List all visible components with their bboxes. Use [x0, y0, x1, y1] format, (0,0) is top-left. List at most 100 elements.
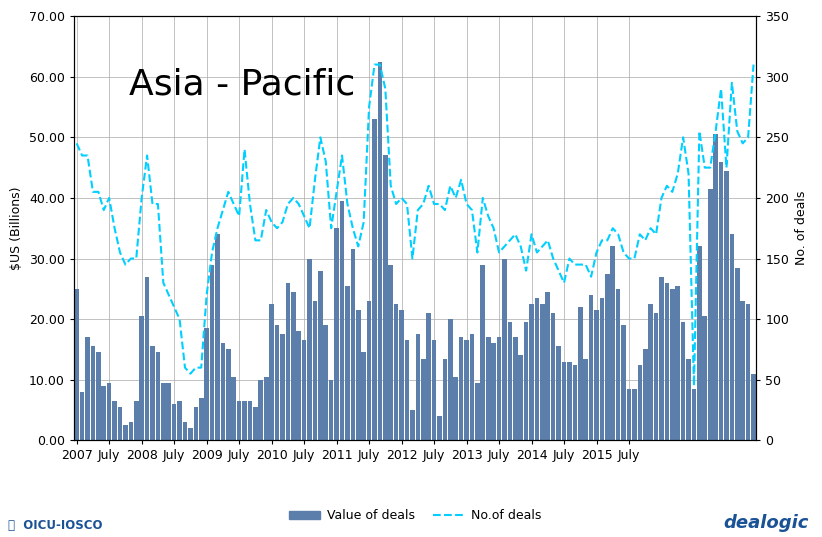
- Y-axis label: No. of deals: No. of deals: [795, 191, 808, 265]
- Bar: [448, 319, 453, 440]
- Bar: [469, 334, 474, 440]
- Bar: [312, 301, 317, 440]
- Bar: [437, 416, 441, 440]
- Bar: [703, 316, 707, 440]
- Bar: [519, 355, 523, 440]
- Bar: [140, 316, 144, 440]
- Bar: [621, 325, 626, 440]
- Bar: [350, 249, 355, 440]
- Bar: [199, 398, 204, 440]
- Bar: [681, 322, 686, 440]
- Bar: [626, 389, 631, 440]
- Bar: [459, 337, 464, 440]
- Bar: [172, 404, 177, 440]
- Bar: [492, 343, 496, 440]
- Bar: [155, 352, 160, 440]
- Bar: [427, 313, 431, 440]
- Bar: [724, 171, 729, 440]
- Bar: [242, 401, 247, 440]
- Bar: [632, 389, 637, 440]
- Bar: [611, 246, 615, 440]
- Bar: [210, 265, 215, 440]
- Bar: [746, 304, 750, 440]
- Bar: [686, 359, 690, 440]
- Bar: [730, 234, 734, 440]
- Bar: [80, 392, 85, 440]
- Bar: [193, 407, 198, 440]
- Bar: [383, 156, 388, 440]
- Y-axis label: $US (Billions): $US (Billions): [11, 186, 23, 270]
- Bar: [90, 346, 95, 440]
- Bar: [134, 401, 139, 440]
- Bar: [415, 334, 420, 440]
- Bar: [356, 310, 361, 440]
- Bar: [145, 277, 150, 440]
- Bar: [718, 162, 723, 440]
- Bar: [247, 401, 252, 440]
- Bar: [464, 340, 469, 440]
- Bar: [697, 246, 702, 440]
- Bar: [205, 328, 209, 440]
- Bar: [670, 289, 675, 440]
- Bar: [220, 343, 225, 440]
- Bar: [659, 277, 664, 440]
- Text: Ⓞ  OICU-IOSCO: Ⓞ OICU-IOSCO: [8, 519, 103, 532]
- Bar: [253, 407, 257, 440]
- Bar: [237, 401, 242, 440]
- Bar: [367, 301, 372, 440]
- Bar: [410, 410, 415, 440]
- Bar: [280, 334, 284, 440]
- Bar: [567, 361, 572, 440]
- Bar: [584, 359, 588, 440]
- Bar: [442, 359, 447, 440]
- Bar: [394, 304, 399, 440]
- Bar: [540, 304, 545, 440]
- Bar: [302, 340, 307, 440]
- Bar: [362, 352, 366, 440]
- Bar: [454, 377, 458, 440]
- Bar: [258, 380, 263, 440]
- Bar: [486, 337, 491, 440]
- Bar: [107, 383, 112, 440]
- Bar: [128, 422, 133, 440]
- Bar: [599, 298, 604, 440]
- Text: dealogic: dealogic: [723, 513, 809, 532]
- Bar: [507, 322, 512, 440]
- Bar: [594, 310, 598, 440]
- Bar: [123, 425, 127, 440]
- Bar: [188, 428, 192, 440]
- Bar: [534, 298, 539, 440]
- Bar: [285, 283, 290, 440]
- Bar: [118, 407, 122, 440]
- Bar: [551, 313, 556, 440]
- Bar: [481, 265, 485, 440]
- Bar: [226, 350, 231, 440]
- Bar: [85, 337, 90, 440]
- Bar: [329, 380, 334, 440]
- Bar: [502, 258, 506, 440]
- Bar: [676, 286, 680, 440]
- Bar: [339, 201, 344, 440]
- Bar: [546, 292, 550, 440]
- Bar: [751, 374, 756, 440]
- Bar: [377, 62, 382, 440]
- Bar: [74, 289, 79, 440]
- Bar: [561, 361, 566, 440]
- Bar: [589, 295, 593, 440]
- Bar: [578, 307, 583, 440]
- Bar: [399, 310, 404, 440]
- Bar: [161, 383, 165, 440]
- Bar: [638, 365, 642, 440]
- Bar: [616, 289, 621, 440]
- Bar: [653, 313, 658, 440]
- Bar: [335, 228, 339, 440]
- Bar: [708, 189, 713, 440]
- Bar: [524, 322, 529, 440]
- Bar: [101, 386, 106, 440]
- Bar: [404, 340, 409, 440]
- Bar: [643, 350, 648, 440]
- Bar: [713, 134, 718, 440]
- Bar: [324, 325, 328, 440]
- Bar: [421, 359, 426, 440]
- Bar: [297, 331, 301, 440]
